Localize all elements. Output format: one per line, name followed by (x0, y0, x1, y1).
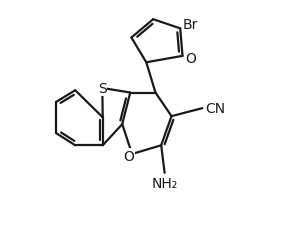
Text: Br: Br (183, 18, 198, 32)
Text: O: O (185, 52, 196, 66)
Text: S: S (98, 82, 107, 96)
Text: NH₂: NH₂ (151, 177, 178, 191)
Text: CN: CN (205, 102, 226, 116)
Text: O: O (124, 149, 134, 163)
